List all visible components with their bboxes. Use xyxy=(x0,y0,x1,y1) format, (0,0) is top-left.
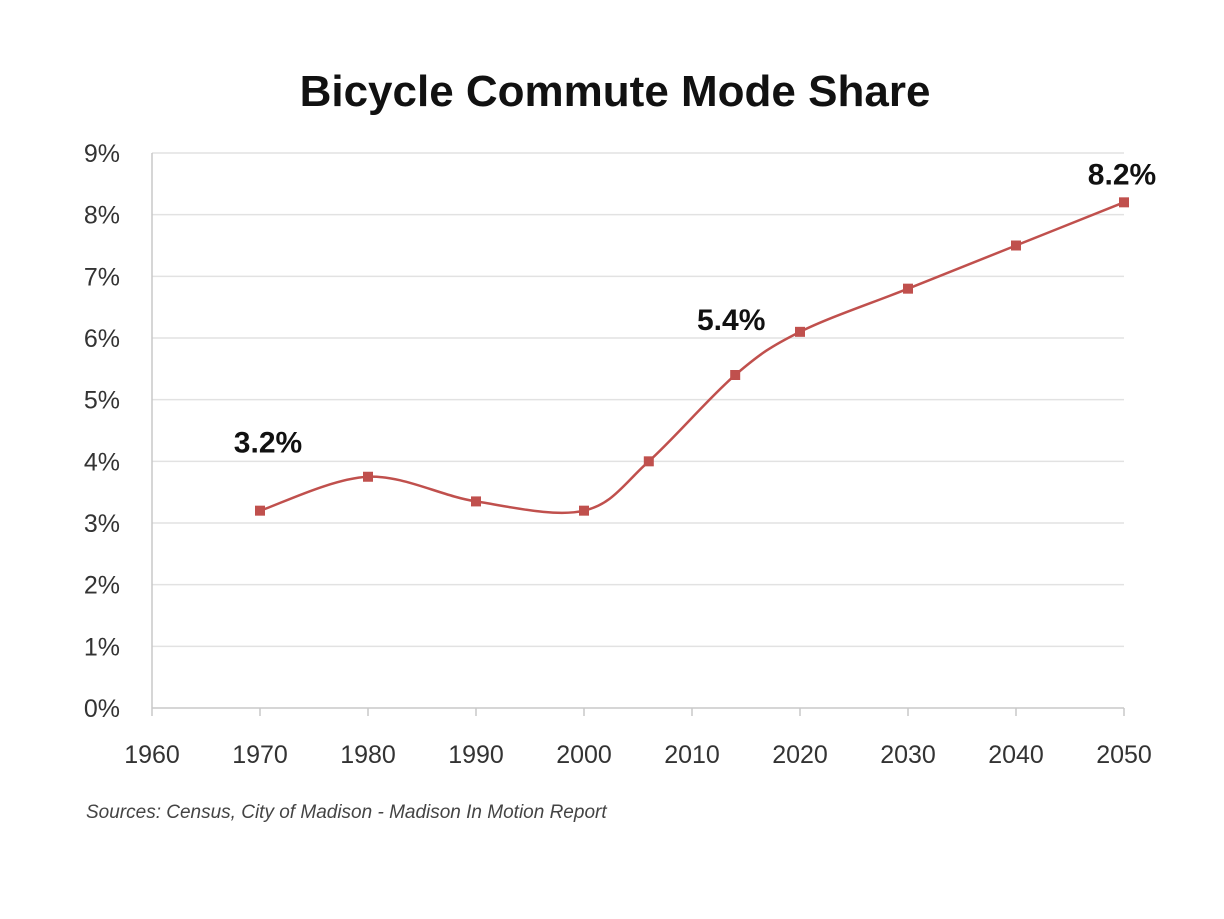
series-line xyxy=(259,201,1125,515)
data-label: 5.4% xyxy=(697,304,765,337)
x-axis-tick-labels: 1960 1970 1980 1990 2000 2010 2020 2030 2040 2050 xyxy=(124,741,1152,769)
y-tick-label: 9% xyxy=(84,140,120,168)
y-tick-label: 1% xyxy=(84,633,120,661)
x-tick-label: 2030 xyxy=(880,741,936,769)
x-tick-label: 1980 xyxy=(340,741,396,769)
data-point-marker xyxy=(795,326,805,337)
y-tick-label: 6% xyxy=(84,325,120,353)
source-note: Sources: Census, City of Madison - Madis… xyxy=(86,802,607,823)
y-tick-label: 3% xyxy=(84,510,120,538)
y-tick-label: 7% xyxy=(84,263,120,291)
data-point-marker xyxy=(643,456,654,467)
chart-title: Bicycle Commute Mode Share xyxy=(300,67,931,116)
x-tick-label: 2000 xyxy=(556,741,612,769)
x-tick-label: 1960 xyxy=(124,741,180,769)
data-point-marker xyxy=(255,505,265,516)
data-label: 8.2% xyxy=(1088,158,1156,191)
data-labels: 3.2% 5.4% 8.2% xyxy=(234,158,1156,459)
data-point-marker xyxy=(1011,240,1021,251)
y-axis-tick-labels: 0% 1% 2% 3% 4% 5% 6% 7% 8% 9% xyxy=(84,140,120,723)
data-label: 3.2% xyxy=(234,427,302,460)
x-tick-label: 2010 xyxy=(664,741,720,769)
data-point-marker xyxy=(1119,197,1129,208)
x-tick-label: 1970 xyxy=(232,741,288,769)
series-layer xyxy=(255,197,1129,516)
x-tick-label: 2040 xyxy=(988,741,1044,769)
y-tick-label: 0% xyxy=(84,695,120,723)
y-tick-label: 5% xyxy=(84,387,120,415)
data-point-marker xyxy=(579,505,589,516)
axes xyxy=(151,153,1125,716)
data-point-marker xyxy=(471,496,481,507)
y-tick-label: 8% xyxy=(84,202,120,230)
x-tick-label: 2020 xyxy=(772,741,828,769)
data-point-marker xyxy=(730,370,741,380)
gridlines xyxy=(152,152,1124,648)
x-tick-label: 2050 xyxy=(1096,741,1152,769)
data-point-marker xyxy=(903,283,913,294)
y-tick-label: 2% xyxy=(84,572,120,600)
x-tick-label: 1990 xyxy=(448,741,504,769)
data-point-marker xyxy=(363,471,373,482)
y-tick-label: 4% xyxy=(84,448,120,476)
